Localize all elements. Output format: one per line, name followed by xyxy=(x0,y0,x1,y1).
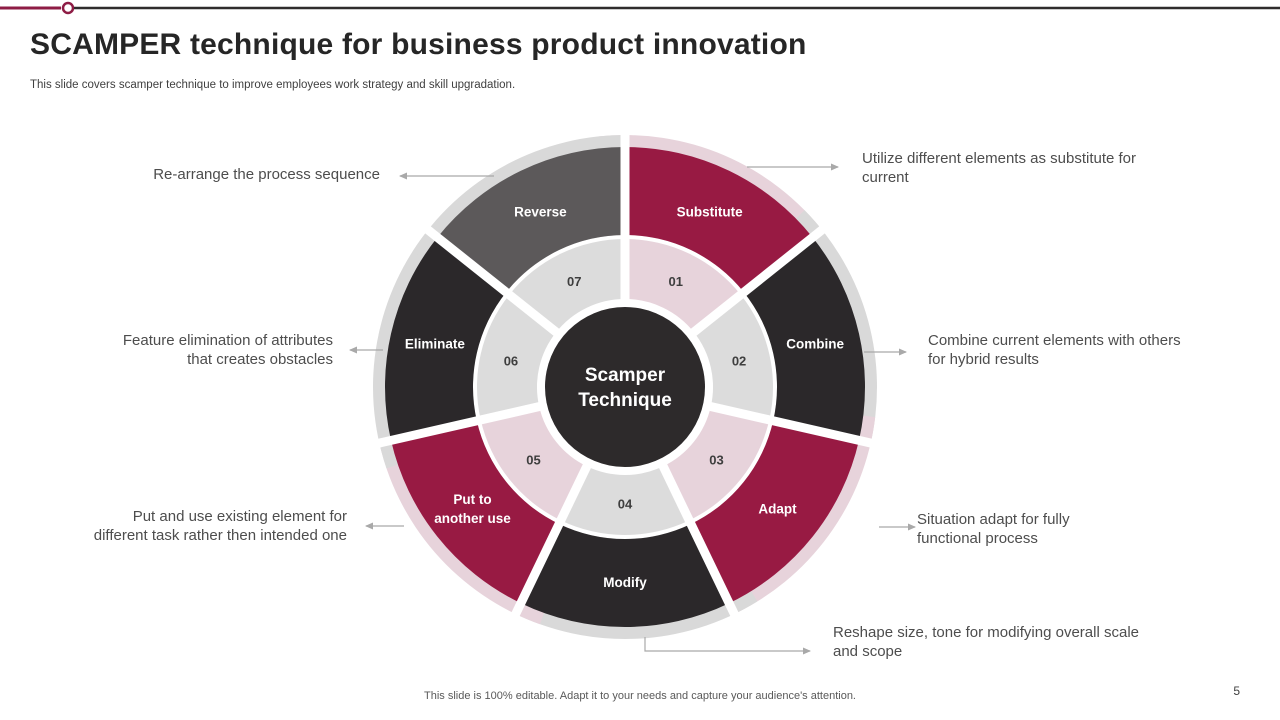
callout-put-to-another-use: Put and use existing element for differe… xyxy=(93,508,347,544)
wheel-segment-modify xyxy=(520,523,730,627)
page-title: SCAMPER technique for business product i… xyxy=(30,28,807,61)
segment-number-substitute: 01 xyxy=(669,274,683,289)
wheel-inner-segment-adapt xyxy=(663,406,770,521)
wheel-inner-segment-reverse xyxy=(509,239,625,333)
segment-number-modify: 04 xyxy=(618,497,633,512)
wheel-inner-segment-eliminate xyxy=(477,294,557,420)
segment-label-reverse: Reverse xyxy=(514,204,567,219)
segment-number-reverse: 07 xyxy=(567,274,581,289)
page-subtitle: This slide covers scamper technique to i… xyxy=(30,79,516,91)
wheel-segment-adapt xyxy=(690,420,859,604)
wheel-center xyxy=(545,307,705,467)
segment-label-combine: Combine xyxy=(786,337,844,352)
segment-separator xyxy=(420,222,569,344)
segment-separator xyxy=(653,453,741,622)
wheel-center-label-line1: Scamper xyxy=(585,365,666,386)
wheel-inner-segment-combine xyxy=(693,294,773,420)
callout-combine: Combine current elements with others for… xyxy=(928,332,1181,368)
segment-separator xyxy=(698,399,878,449)
segment-label-modify: Modify xyxy=(603,575,647,590)
footer-note: This slide is 100% editable. Adapt it to… xyxy=(424,690,856,702)
callout-modify: Reshape size, tone for modifying overall… xyxy=(833,624,1139,660)
callout-reverse: Re-arrange the process sequence xyxy=(153,166,380,183)
segment-label-substitute: Substitute xyxy=(677,204,743,219)
wheel-segment-reverse xyxy=(437,147,625,293)
callout-substitute: Utilize different elements as substitute… xyxy=(862,150,1137,186)
segment-separator xyxy=(681,222,830,344)
wheel-inner-segment-put-to-another-use xyxy=(480,406,587,521)
wheel-segment-substitute xyxy=(625,147,813,293)
callout-eliminate: Feature elimination of attributes that c… xyxy=(122,332,333,368)
accent-line-circle xyxy=(61,1,75,15)
scamper-wheel: Scamper Technique 01 Substitute 02 Combine 03 A… xyxy=(365,127,885,647)
callout-adapt: Situation adapt for fully functional pro… xyxy=(917,511,1070,547)
wheel-inner-segment-modify xyxy=(560,466,690,535)
wheel-segment-combine xyxy=(743,237,865,441)
segment-number-adapt: 03 xyxy=(709,452,723,467)
wheel-inner-segment-substitute xyxy=(625,239,741,333)
segment-separator xyxy=(372,399,552,449)
wheel-segment-eliminate xyxy=(385,237,507,441)
segment-label-put-to-another-use: Put to another use xyxy=(434,492,511,526)
wheel-center-label-line2: Technique xyxy=(578,390,672,411)
segment-number-eliminate: 06 xyxy=(504,353,518,368)
segment-label-adapt: Adapt xyxy=(758,502,797,517)
segment-number-combine: 02 xyxy=(732,353,746,368)
segment-number-put-to-another-use: 05 xyxy=(526,452,540,467)
page-number: 5 xyxy=(1233,684,1240,698)
wheel-segment-put-to-another-use xyxy=(391,420,560,604)
segment-label-eliminate: Eliminate xyxy=(405,337,466,352)
slide-accent-line xyxy=(0,1,1280,15)
segment-separator xyxy=(509,453,597,622)
